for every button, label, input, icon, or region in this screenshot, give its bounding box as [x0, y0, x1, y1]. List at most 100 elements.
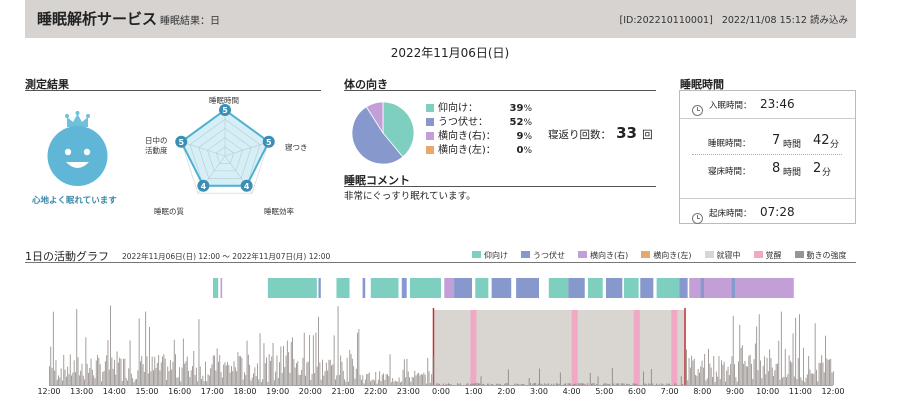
intensity-bar: [705, 380, 707, 385]
intensity-bar: [822, 362, 824, 385]
posture-legend-left: 横向き(左)： 0%: [426, 144, 546, 158]
intensity-bar: [234, 367, 236, 385]
intensity-bar: [116, 351, 118, 385]
intensity-bar: [475, 383, 477, 385]
intensity-bar: [808, 355, 810, 385]
intensity-bar: [355, 368, 357, 385]
intensity-bar: [432, 356, 434, 385]
intensity-bar: [626, 383, 628, 385]
intensity-bar: [457, 383, 459, 385]
intensity-bar: [723, 361, 725, 385]
intensity-bar: [753, 359, 755, 385]
intensity-bar: [757, 370, 759, 385]
intensity-bar: [645, 383, 647, 385]
x-tick-label: 2:00: [497, 387, 516, 396]
intensity-bar: [569, 383, 570, 385]
intensity-bar: [593, 383, 595, 385]
intensity-bar: [695, 375, 696, 385]
intensity-bar: [264, 363, 266, 385]
intensity-bar: [741, 345, 743, 385]
intensity-bar: [570, 383, 572, 385]
awake-legend-icon: [753, 251, 763, 258]
intensity-bar: [145, 311, 147, 385]
radar-point: [197, 179, 210, 192]
intensity-bar: [401, 381, 403, 385]
posture-segment: [336, 278, 350, 298]
intensity-bar: [518, 384, 520, 385]
intensity-bar: [260, 381, 262, 385]
intensity-bar: [567, 383, 569, 385]
intensity-bar: [364, 379, 366, 385]
intensity-bar: [156, 363, 158, 385]
intensity-bar: [244, 372, 245, 385]
intensity-bar: [829, 359, 830, 385]
intensity-bar: [370, 381, 371, 385]
in-bed-hours-value: 8: [772, 161, 781, 176]
x-tick-label: 15:00: [135, 387, 159, 396]
intensity-bar: [49, 366, 50, 385]
intensity-bar: [697, 368, 699, 385]
intensity-bar: [149, 326, 150, 385]
intensity-bar: [748, 355, 750, 385]
intensity-bar: [643, 371, 644, 385]
intensity-bar: [747, 366, 748, 385]
intensity-bar: [821, 355, 823, 385]
posture-segment: [700, 278, 704, 298]
intensity-bar: [816, 369, 817, 385]
intensity-bar: [224, 362, 226, 385]
intensity-bar: [59, 377, 61, 385]
intensity-bar: [262, 379, 264, 385]
prone-legend-icon: [521, 251, 530, 258]
posture-title: 体の向き: [344, 78, 388, 91]
intensity-bar: [783, 376, 785, 385]
intensity-bar: [609, 383, 611, 385]
intensity-bar: [774, 370, 776, 385]
intensity-bar: [804, 381, 806, 385]
intensity-bar: [621, 383, 622, 385]
intensity-bar: [197, 381, 199, 385]
intensity-bar: [423, 372, 425, 385]
intensity-bar: [515, 384, 517, 385]
intensity-bar: [476, 383, 478, 385]
intensity-bar: [237, 352, 239, 385]
intensity-bar: [409, 377, 410, 385]
intensity-bar: [766, 357, 768, 385]
radar-chart: 5 5 4 4 5: [175, 104, 275, 194]
right-side-swatch-icon: [426, 132, 434, 140]
intensity-bar: [393, 381, 395, 385]
intensity-bar: [480, 376, 482, 385]
date-title: 2022年11月06日(日): [390, 46, 510, 60]
intensity-bar: [154, 356, 156, 385]
intensity-bar: [693, 358, 695, 385]
intensity-bar: [814, 323, 816, 385]
intensity-bar: [548, 383, 550, 385]
intensity-bar: [735, 377, 737, 385]
posture-segment: [656, 278, 680, 298]
x-tick-label: 3:00: [530, 387, 548, 396]
intensity-bar: [266, 357, 267, 385]
intensity-bar: [271, 356, 273, 385]
intensity-bar: [58, 375, 59, 385]
posture-segment: [370, 278, 399, 298]
posture-divider: [344, 90, 656, 91]
intensity-bar: [97, 354, 98, 385]
radar-label-daytime-activity: 日中の 活動度: [145, 136, 168, 155]
intensity-bar: [558, 383, 560, 385]
intensity-bar: [617, 383, 618, 385]
intensity-bar: [472, 383, 474, 385]
intensity-bar: [797, 358, 799, 385]
intensity-bar: [201, 379, 202, 385]
intensity-bar: [715, 371, 717, 385]
posture-segment: [454, 278, 473, 298]
intensity-bar: [459, 383, 461, 385]
intensity-bar: [818, 362, 820, 385]
intensity-bar: [229, 372, 231, 385]
intensity-bar: [635, 384, 637, 385]
radar-score: 5: [178, 138, 184, 147]
activity-graph: [49, 278, 834, 386]
intensity-bar: [91, 369, 93, 385]
intensity-bar: [140, 361, 141, 385]
radar-area: [179, 108, 271, 187]
intensity-bar: [251, 377, 253, 385]
intensity-bar: [238, 356, 240, 385]
